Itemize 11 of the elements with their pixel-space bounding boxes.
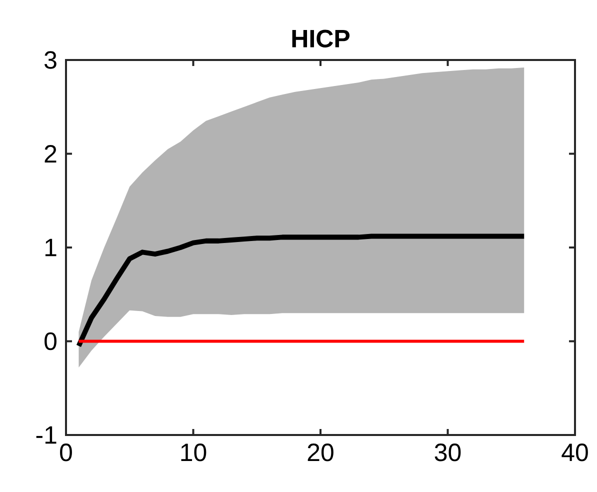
y-tick-label: 2 — [44, 145, 56, 162]
y-tick-label: 1 — [45, 238, 56, 256]
x-tick-label: 40 — [562, 444, 588, 462]
x-tick-label: 20 — [308, 444, 334, 462]
chart-title: HICP — [292, 30, 350, 48]
y-tick-label: 3 — [44, 51, 56, 69]
x-tick-label: 30 — [434, 444, 461, 462]
x-tick-label: 10 — [181, 444, 206, 462]
x-tick-label: 0 — [60, 444, 72, 462]
y-tick-label: 0 — [44, 332, 56, 350]
y-tick-label: -1 — [36, 426, 56, 444]
